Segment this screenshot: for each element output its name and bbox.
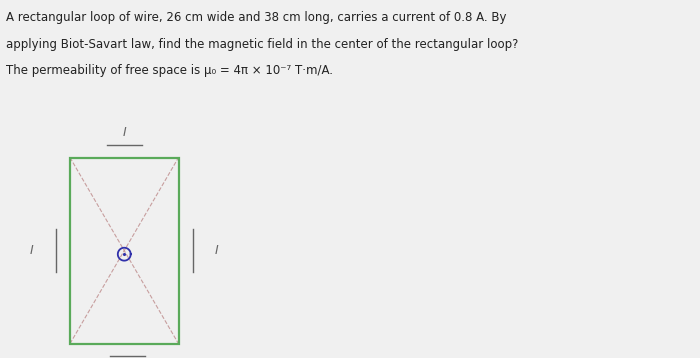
Bar (70, 158, 178, 344)
Text: The permeability of free space is μ₀ = 4π × 10⁻⁷ T·m/A.: The permeability of free space is μ₀ = 4… (6, 64, 332, 77)
Text: A rectangular loop of wire, 26 cm wide and 38 cm long, carries a current of 0.8 : A rectangular loop of wire, 26 cm wide a… (6, 11, 506, 24)
Text: I: I (215, 244, 219, 257)
Text: I: I (29, 244, 34, 257)
Text: applying Biot-Savart law, find the magnetic field in the center of the rectangul: applying Biot-Savart law, find the magne… (6, 38, 518, 50)
Text: I: I (122, 126, 126, 139)
